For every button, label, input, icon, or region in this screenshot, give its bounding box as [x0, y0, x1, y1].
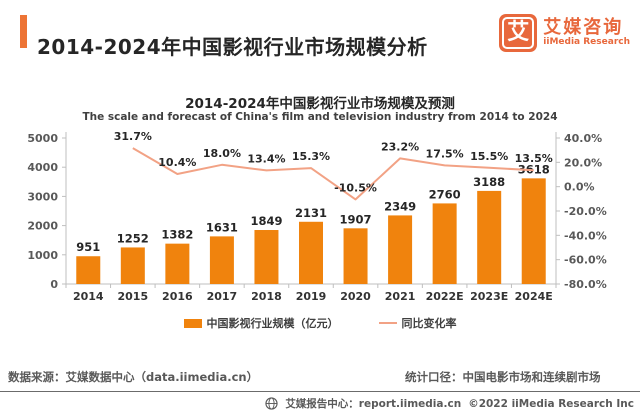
footer-divider: [0, 391, 640, 392]
bar-value-label: 3188: [473, 175, 505, 189]
data-source-note: 数据来源：艾媒数据中心（data.iimedia.cn）: [8, 370, 259, 384]
bar-value-label: 1252: [117, 231, 149, 245]
line-point-label: 23.2%: [381, 140, 419, 153]
category-label-2019: 2019: [296, 290, 327, 303]
bar-2023E: [477, 190, 502, 284]
category-label-2023E: 2023E: [470, 290, 508, 303]
iimedia-logo-glyph: 艾: [502, 17, 535, 49]
page-title: 2014-2024年中国影视行业市场规模分析: [37, 35, 428, 60]
bar-2018: [254, 230, 279, 284]
right-axis-tick-label: -60.0%: [564, 254, 607, 267]
iimedia-logo: 艾 艾媒咨询 iiMedia Research: [499, 14, 630, 52]
category-label-2018: 2018: [251, 290, 282, 303]
line-point-label: 10.4%: [158, 156, 196, 169]
right-axis-tick-label: -40.0%: [564, 229, 607, 242]
bar-2015: [120, 247, 145, 284]
right-axis-tick-label: -80.0%: [564, 278, 607, 291]
left-axis-tick-label: 3000: [27, 190, 58, 203]
line-point-label: 13.5%: [515, 152, 553, 165]
chart-legend: 中国影视行业规模（亿元） 同比变化率: [0, 315, 640, 331]
copyright-text: ©2022 iiMedia Research Inc: [468, 397, 634, 410]
category-label-2022E: 2022E: [426, 290, 464, 303]
legend-item-bars: 中国影视行业规模（亿元）: [183, 315, 339, 331]
globe-icon: [265, 397, 278, 410]
bar-2022E: [432, 203, 457, 284]
statistics-scope-note: 统计口径：中国电影市场和连续剧市场: [405, 370, 601, 384]
right-axis-tick-label: 0.0%: [564, 181, 595, 194]
bar-2016: [165, 243, 190, 284]
line-point-label: 17.5%: [426, 147, 464, 160]
category-label-2021: 2021: [385, 290, 416, 303]
iimedia-logo-text: 艾媒咨询 iiMedia Research: [543, 16, 630, 49]
left-axis-tick-label: 5000: [27, 132, 58, 145]
line-point-label: 31.7%: [114, 130, 152, 143]
bar-value-label: 2131: [295, 206, 327, 220]
category-label-2017: 2017: [207, 290, 238, 303]
right-axis-tick-label: 20.0%: [564, 156, 602, 169]
bar-value-label: 2760: [429, 187, 461, 201]
left-axis-tick-label: 0: [50, 278, 58, 291]
bar-value-label: 951: [76, 240, 100, 254]
legend-label-bars: 中国影视行业规模（亿元）: [206, 317, 339, 330]
logo-name-en: iiMedia Research: [543, 37, 630, 48]
right-axis-tick-label: 40.0%: [564, 132, 602, 145]
bar-2017: [209, 236, 234, 284]
chart-canvas: 0 1000 2000 3000 4000 5000 40.0% 20.0% 0.0% -20.0…: [27, 130, 607, 303]
category-label-2024E: 2024E: [515, 290, 553, 303]
chart-subtitle: The scale and forecast of China's film a…: [82, 111, 558, 123]
left-axis-tick-label: 4000: [27, 161, 58, 174]
bar-series-swatch: [183, 318, 202, 328]
bar-2020: [343, 228, 368, 284]
category-label-2015: 2015: [118, 290, 149, 303]
bar-2019: [299, 221, 323, 284]
iimedia-logo-icon: 艾: [499, 14, 538, 52]
bar-value-label: 2349: [384, 199, 416, 213]
line-point-label: -10.5%: [334, 181, 377, 194]
report-center-link: 艾媒报告中心：report.iimedia.cn: [285, 398, 462, 410]
line-point-label: 15.3%: [292, 150, 330, 163]
bar-2014: [76, 256, 101, 284]
left-axis-tick-label: 2000: [27, 220, 58, 233]
bar-value-label: 1382: [161, 228, 193, 242]
line-point-label: 15.5%: [470, 150, 508, 163]
bar-value-label: 1631: [206, 220, 238, 234]
bar-2021: [388, 215, 413, 284]
legend-label-line: 同比变化率: [401, 317, 457, 330]
category-label-2020: 2020: [340, 290, 371, 303]
line-point-label: 13.4%: [247, 152, 285, 165]
logo-name-cn: 艾媒咨询: [543, 16, 624, 38]
line-point-label: 18.0%: [203, 147, 241, 160]
category-label-2016: 2016: [162, 290, 193, 303]
bar-value-label: 1849: [250, 214, 282, 228]
legend-item-line: 同比变化率: [378, 315, 457, 331]
category-label-2014: 2014: [73, 290, 104, 303]
copyright-row: 艾媒报告中心：report.iimedia.cn ©2022 iiMedia R…: [265, 396, 634, 411]
growth-rate-line: [132, 147, 534, 201]
right-axis-tick-label: -20.0%: [564, 205, 607, 218]
title-accent-bar: [20, 15, 27, 48]
chart-title: 2014-2024年中国影视行业市场规模及预测: [185, 96, 455, 112]
line-series-swatch: [378, 321, 397, 325]
bar-value-label: 1907: [340, 212, 372, 226]
left-axis-tick-label: 1000: [27, 249, 58, 262]
bar-2024E: [521, 178, 546, 284]
